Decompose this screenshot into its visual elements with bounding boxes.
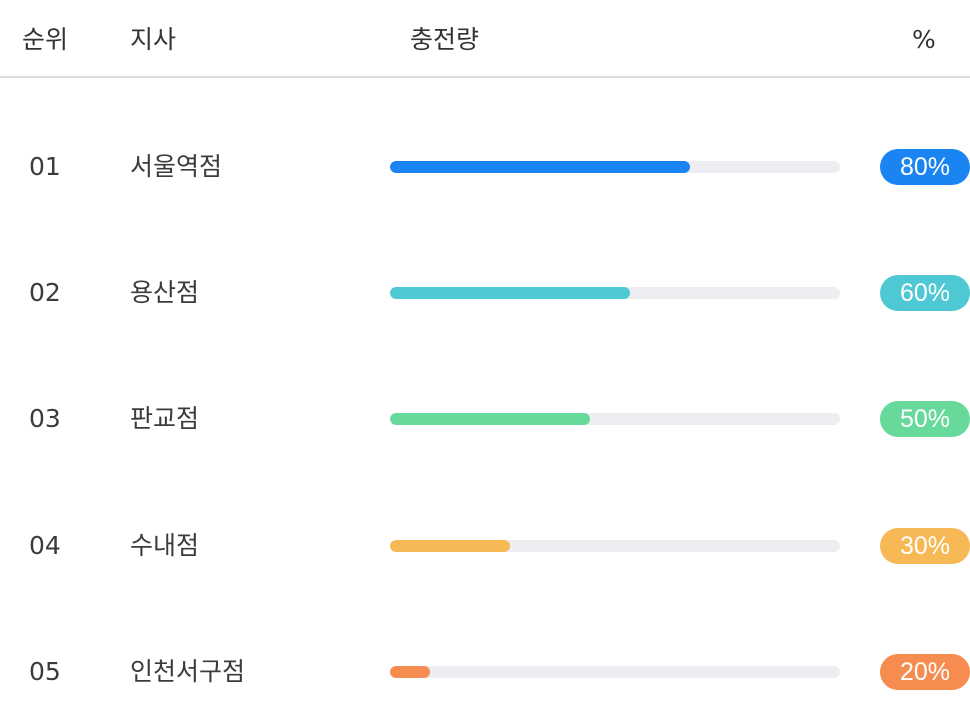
percent-badge: 50% — [880, 401, 970, 437]
table-row: 03 판교점 50% — [0, 401, 970, 437]
table-row: 01 서울역점 80% — [0, 149, 970, 185]
percent-badge: 80% — [880, 149, 970, 185]
progress-track — [390, 666, 840, 678]
branch-name: 인천서구점 — [130, 657, 246, 686]
progress-track — [390, 161, 840, 173]
percent-badge: 60% — [880, 275, 970, 311]
percent-badge: 20% — [880, 654, 970, 690]
progress-track — [390, 413, 840, 425]
table-header: 순위 지사 충전량 % — [0, 0, 970, 78]
header-branch: 지사 — [130, 25, 177, 54]
branch-name: 수내점 — [130, 531, 200, 560]
rank-number: 01 — [29, 152, 61, 181]
header-percent: % — [912, 25, 936, 54]
progress-fill — [390, 287, 630, 299]
progress-fill — [390, 161, 691, 173]
branch-name: 용산점 — [130, 278, 200, 307]
table-row: 05 인천서구점 20% — [0, 654, 970, 690]
branch-name: 서울역점 — [130, 152, 223, 181]
rank-number: 03 — [29, 404, 61, 433]
progress-track — [390, 540, 840, 552]
header-charge-amount: 충전량 — [410, 25, 480, 54]
progress-fill — [390, 413, 590, 425]
progress-fill — [390, 666, 431, 678]
rank-number: 04 — [29, 531, 61, 560]
rank-number: 02 — [29, 278, 61, 307]
percent-badge: 30% — [880, 528, 970, 564]
progress-track — [390, 287, 840, 299]
progress-fill — [390, 540, 511, 552]
table-row: 04 수내점 30% — [0, 528, 970, 564]
branch-name: 판교점 — [130, 404, 200, 433]
rank-number: 05 — [29, 657, 61, 686]
header-rank: 순위 — [22, 25, 69, 54]
table-row: 02 용산점 60% — [0, 275, 970, 311]
